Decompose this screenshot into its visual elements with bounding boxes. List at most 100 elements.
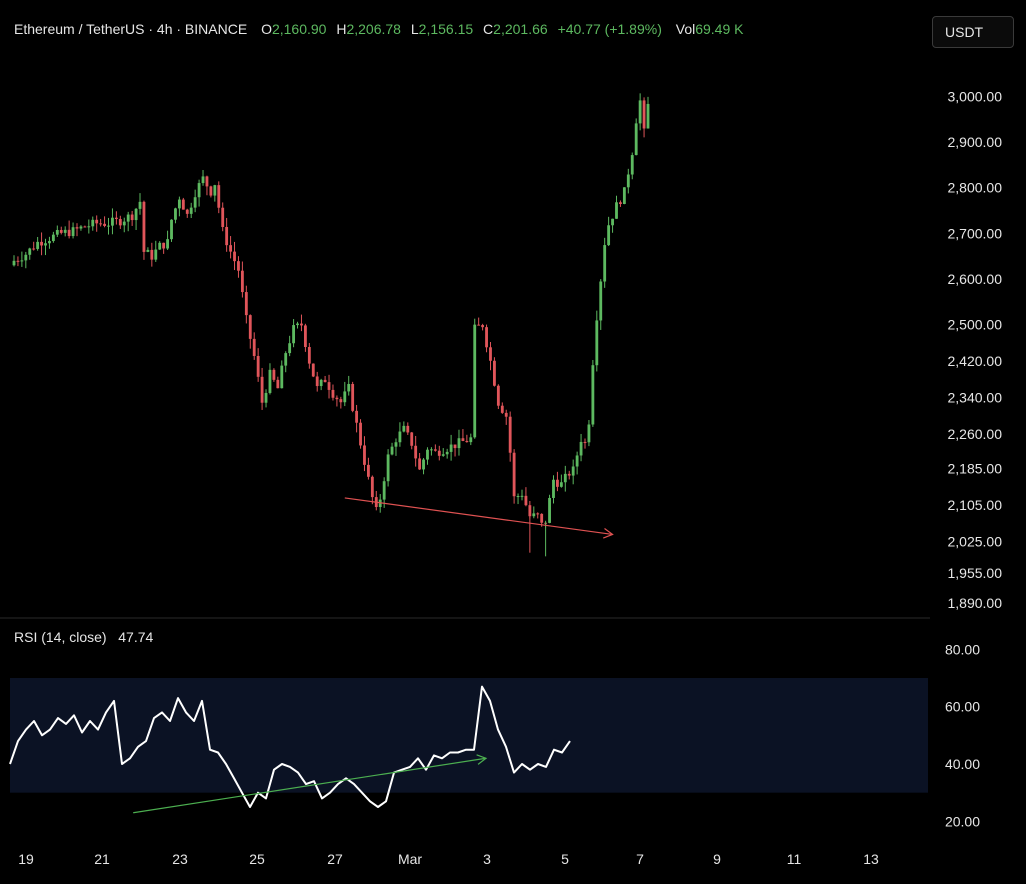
- candle-body: [240, 270, 244, 293]
- candle-body: [461, 438, 465, 441]
- candle-body: [158, 242, 162, 250]
- candle-body: [256, 355, 260, 377]
- candle-body: [406, 425, 410, 433]
- rsi-tick-label: 60.00: [945, 699, 980, 715]
- candle-body: [477, 324, 481, 326]
- time-tick-label: Mar: [398, 851, 422, 867]
- candle-body: [233, 251, 236, 262]
- price-tick-label: 2,500.00: [948, 317, 1003, 333]
- candle-body: [347, 383, 351, 392]
- candle-body: [75, 227, 79, 229]
- candle-body: [142, 201, 146, 252]
- price-tick-label: 2,900.00: [948, 134, 1003, 150]
- rsi-tick-label: 20.00: [945, 813, 980, 829]
- candle-body: [177, 199, 181, 209]
- candle-body: [248, 315, 252, 339]
- candle-body: [59, 230, 63, 233]
- candle-body: [189, 207, 193, 214]
- candle-body: [323, 379, 327, 383]
- candle-body: [319, 379, 323, 387]
- currency-button[interactable]: USDT: [932, 16, 1014, 48]
- candle-body: [292, 325, 296, 344]
- price-tick-label: 2,800.00: [948, 180, 1003, 196]
- price-tick-label: 2,025.00: [948, 533, 1003, 549]
- candle-body: [130, 214, 134, 221]
- candle-body: [390, 446, 394, 455]
- candle-body: [355, 410, 359, 423]
- candle-body: [209, 186, 213, 196]
- candle-body: [363, 445, 366, 465]
- close-label: C: [483, 21, 494, 37]
- candle-body: [469, 437, 473, 443]
- rsi-tick-label: 80.00: [945, 641, 980, 657]
- candle-body: [244, 292, 248, 316]
- candle-body: [445, 451, 449, 455]
- candle-body: [126, 214, 130, 222]
- candle-body: [370, 476, 374, 498]
- candle-body: [311, 363, 315, 377]
- open-label: O: [261, 21, 272, 37]
- candle-body: [12, 260, 16, 266]
- candles: [12, 93, 650, 557]
- price-tick-label: 2,600.00: [948, 271, 1003, 287]
- candle-body: [32, 248, 36, 250]
- price-tick-label: 2,340.00: [948, 390, 1003, 406]
- price-trendline: [344, 497, 614, 539]
- rsi-line: [9, 685, 571, 808]
- candle-body: [107, 225, 110, 227]
- candle-body: [213, 185, 217, 196]
- candle-body: [552, 479, 555, 498]
- candle-body: [95, 219, 99, 224]
- candle-body: [91, 219, 95, 227]
- candle-body: [540, 513, 544, 523]
- time-tick-label: 21: [94, 851, 110, 867]
- price-tick-label: 1,955.00: [948, 565, 1003, 581]
- candle-body: [138, 201, 142, 209]
- rsi-last-value: 47.74: [118, 629, 154, 645]
- time-tick-label: 9: [713, 851, 721, 867]
- candle-body: [366, 464, 370, 477]
- candle-body: [481, 325, 485, 328]
- candle-body: [626, 174, 630, 188]
- candle-body: [118, 219, 122, 226]
- symbol-header: Ethereum / TetherUS · 4h · BINANCE O2,16…: [14, 21, 743, 37]
- candle-body: [496, 385, 500, 406]
- price-tick-label: 2,700.00: [948, 225, 1003, 241]
- candle-body: [433, 449, 437, 451]
- candle-body: [567, 473, 571, 476]
- vol-label: Vol: [675, 21, 696, 37]
- time-tick-label: 7: [636, 851, 644, 867]
- candle-body: [114, 217, 118, 220]
- time-tick-label: 11: [787, 851, 802, 867]
- candle-body: [201, 176, 205, 184]
- rsi-trendline-arrow: [476, 754, 488, 765]
- candle-body: [524, 495, 528, 506]
- time-tick-label: 19: [18, 851, 34, 867]
- candle-body: [327, 382, 331, 390]
- candle-body: [20, 260, 24, 262]
- time-axis: 19 21 23 25 27 Mar 3 5 7 9 11 13: [18, 851, 879, 867]
- price-axis: 3,000.00 2,900.00 2,800.00 2,700.00 2,600.00…: [948, 88, 1003, 610]
- candle-body: [87, 226, 91, 228]
- candle-body: [205, 176, 209, 187]
- candle-body: [402, 425, 406, 432]
- time-tick-label: 25: [249, 851, 265, 867]
- rsi-axis: 80.00 60.00 40.00 20.00: [945, 641, 980, 829]
- time-tick-label: 13: [863, 851, 879, 867]
- candle-body: [500, 405, 504, 413]
- low-label: L: [410, 21, 419, 37]
- high-label: H: [336, 21, 347, 37]
- candle-body: [603, 245, 607, 282]
- candle-body: [437, 450, 441, 456]
- candle-body: [386, 454, 390, 482]
- candle-body: [343, 391, 347, 403]
- candle-body: [71, 227, 75, 237]
- price-tick-label: 2,105.00: [948, 497, 1003, 513]
- rsi-pane: [9, 678, 928, 814]
- candle-body: [134, 208, 138, 221]
- candle-body: [221, 207, 225, 227]
- time-tick-label: 3: [483, 851, 491, 867]
- candle-body: [36, 241, 40, 249]
- candle-body: [260, 376, 264, 403]
